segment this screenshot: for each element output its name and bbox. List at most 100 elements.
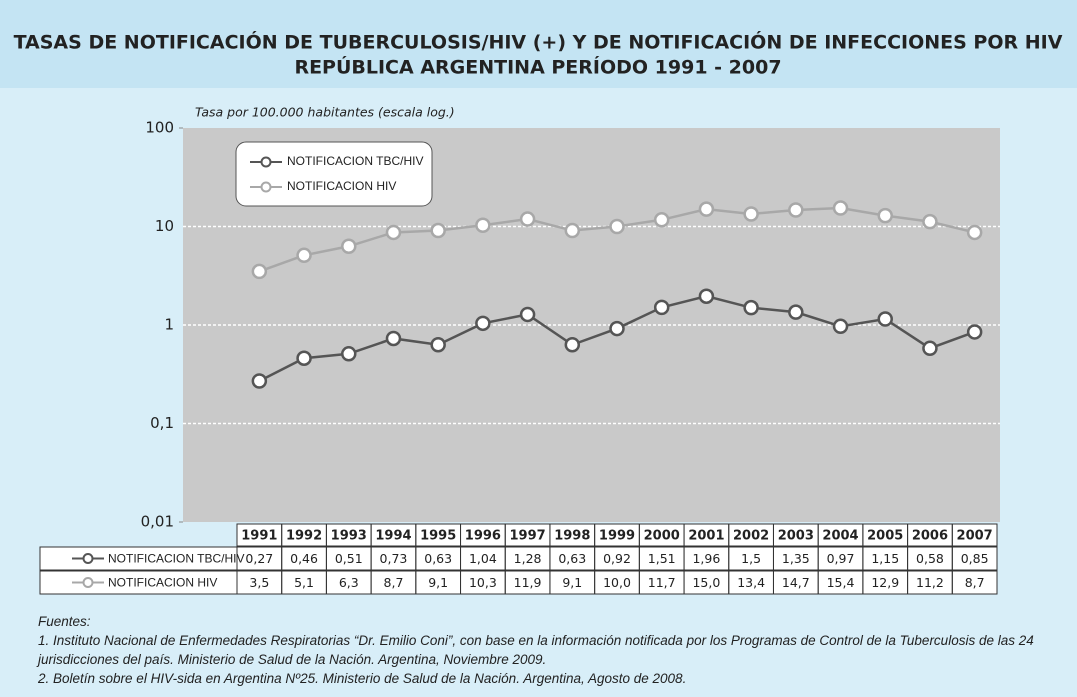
table-cell [951, 523, 998, 547]
data-point [743, 299, 759, 316]
legend-marker [260, 181, 272, 193]
data-label: 13,4 [737, 575, 765, 590]
data-label: 0,51 [335, 551, 363, 566]
data-point [475, 315, 491, 332]
data-label: 8,7 [384, 575, 404, 590]
table-cell [951, 546, 998, 571]
data-point [832, 200, 849, 216]
data-point [341, 346, 357, 362]
data-point [653, 212, 670, 228]
legend-box [235, 141, 433, 207]
data-label: 10,0 [603, 575, 631, 590]
data-label: 6,3 [339, 575, 359, 590]
x-tick-label: 2002 [733, 529, 769, 544]
legend-marker [260, 156, 272, 168]
x-tick-label: 2001 [688, 529, 724, 544]
data-point [251, 373, 268, 389]
x-tick-label: 2004 [822, 529, 858, 544]
data-point [385, 330, 402, 347]
y-tick-label: 0,01 [141, 513, 174, 531]
data-label: 3,5 [249, 575, 269, 590]
sources: Fuentes: 1. Instituto Nacional de Enferm… [38, 612, 1063, 688]
chart: TASAS DE NOTIFICACIÓN DE TUBERCULOSIS/HI… [0, 0, 1077, 595]
data-point [564, 222, 581, 239]
data-label: 10,3 [469, 575, 497, 590]
source-line: 2. Boletín sobre el HIV-sida en Argentin… [38, 671, 687, 686]
data-label: 14,7 [782, 575, 810, 590]
data-point [296, 350, 312, 366]
data-label: 0,58 [916, 551, 944, 566]
chart-subtitle: REPÚBLICA ARGENTINA PERÍODO 1991 - 2007 [294, 55, 781, 79]
data-label: 9,1 [562, 575, 582, 590]
data-label: 0,97 [827, 551, 855, 566]
data-point [698, 288, 715, 304]
data-label: 1,96 [692, 551, 720, 566]
x-tick-label: 1991 [241, 529, 277, 544]
y-tick-label: 1 [164, 316, 174, 334]
x-tick-label: 1992 [286, 529, 322, 544]
data-label: 0,92 [603, 551, 631, 566]
data-point [788, 202, 804, 218]
table-marker [82, 553, 94, 564]
x-tick-label: 1996 [465, 529, 501, 544]
data-point [519, 211, 536, 227]
data-label: 0,73 [380, 551, 408, 566]
x-tick-label: 2005 [867, 529, 903, 544]
data-point [877, 207, 893, 224]
data-label: 0,63 [424, 551, 452, 566]
y-tick-label: 10 [155, 217, 174, 235]
data-point [922, 213, 938, 230]
chart-title: TASAS DE NOTIFICACIÓN DE TUBERCULOSIS/HI… [14, 30, 1063, 54]
data-point [430, 222, 446, 239]
table-cell [39, 570, 238, 595]
source-line: 1. Instituto Nacional de Enfermedades Re… [38, 633, 1034, 667]
x-tick-label: 1994 [375, 529, 411, 544]
data-point [341, 238, 357, 255]
x-tick-label: 2000 [644, 529, 680, 544]
data-label: 11,2 [916, 575, 944, 590]
data-point [832, 318, 849, 335]
data-point [609, 320, 625, 337]
data-label: 1,51 [648, 551, 676, 566]
data-label: 1,04 [469, 551, 497, 566]
data-point [564, 337, 581, 353]
data-point [788, 304, 804, 320]
data-label: 15,0 [692, 575, 720, 590]
data-point [966, 324, 983, 340]
table-row-label: NOTIFICACION TBC/HIV [108, 552, 244, 566]
data-label: 1,15 [871, 551, 899, 566]
x-tick-label: 1995 [420, 529, 456, 544]
x-tick-label: 2003 [778, 529, 814, 544]
data-point [385, 224, 402, 241]
data-label: 12,9 [871, 575, 899, 590]
data-label: 0,63 [558, 551, 586, 566]
data-label: 0,85 [961, 551, 989, 566]
table-row-label: NOTIFICACION HIV [108, 576, 217, 590]
data-point [698, 201, 715, 217]
header-band [0, 0, 1077, 88]
data-point [251, 263, 268, 280]
sources-heading: Fuentes: [38, 614, 91, 629]
data-point [966, 224, 983, 241]
data-label: 0,46 [290, 551, 318, 566]
x-tick-label: 1999 [599, 529, 635, 544]
data-label: 11,9 [514, 575, 542, 590]
data-label: 1,35 [782, 551, 810, 566]
data-point [609, 218, 625, 235]
x-tick-label: 1993 [331, 529, 367, 544]
data-label: 9,1 [428, 575, 448, 590]
data-label: 1,5 [741, 551, 761, 566]
legend-label: NOTIFICACION HIV [287, 179, 396, 193]
table-marker [82, 577, 94, 588]
data-point [430, 337, 446, 353]
data-label: 11,7 [648, 575, 676, 590]
x-tick-label: 2006 [912, 529, 948, 544]
table-cell [951, 570, 998, 595]
data-label: 15,4 [827, 575, 855, 590]
table-cell [39, 546, 238, 571]
data-point [296, 247, 312, 264]
data-point [519, 306, 536, 323]
data-label: 0,27 [245, 551, 273, 566]
data-label: 5,1 [294, 575, 314, 590]
